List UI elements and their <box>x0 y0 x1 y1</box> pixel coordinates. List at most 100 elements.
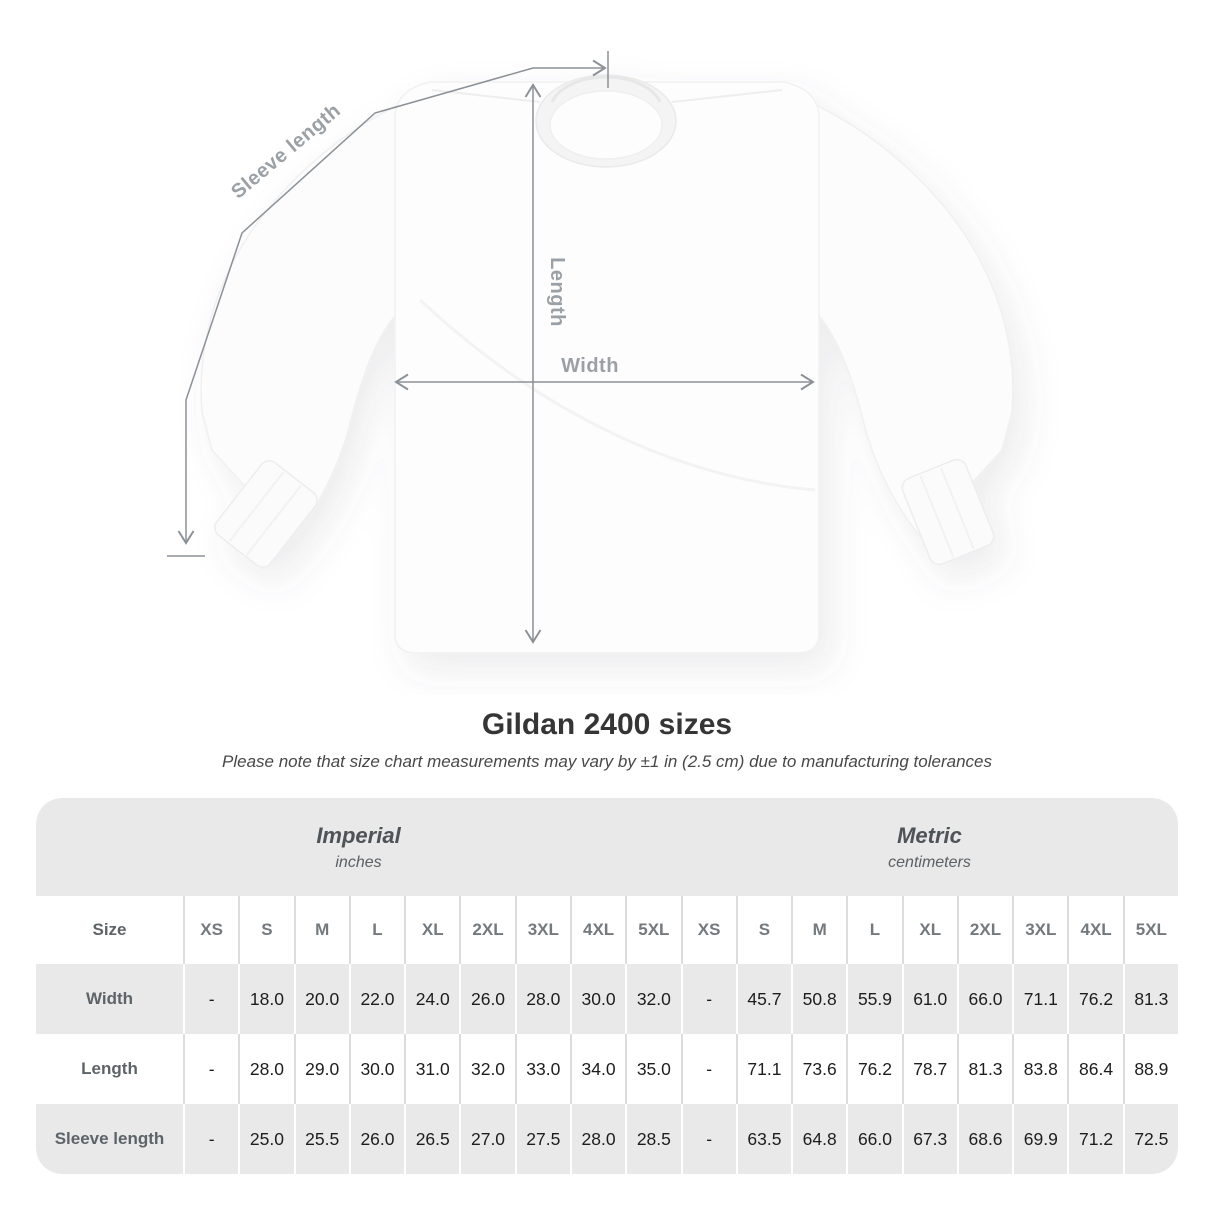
value-cell: 64.8 <box>791 1104 846 1174</box>
unit-group-band: Imperial inches Metric centimeters <box>36 798 1178 896</box>
value-cell: - <box>680 1034 736 1104</box>
size-header-cell: L <box>348 896 404 964</box>
size-header-cell: S <box>735 896 791 964</box>
value-cell: 66.0 <box>846 1104 901 1174</box>
value-cell: 45.7 <box>735 964 791 1034</box>
value-cell: 31.0 <box>404 1034 459 1104</box>
size-corner-label: Size <box>92 920 127 939</box>
size-header-cell: 2XL <box>956 896 1012 964</box>
length-row: Length - 28.0 29.0 30.0 31.0 32.0 33.0 3… <box>36 1034 1178 1104</box>
value-cell: 32.0 <box>459 1034 514 1104</box>
value-cell: 76.2 <box>846 1034 901 1104</box>
value-cell: 25.5 <box>293 1104 349 1174</box>
length-label: Length <box>546 257 568 327</box>
sleeve-length-row: Sleeve length - 25.0 25.5 26.0 26.5 27.0… <box>36 1104 1178 1174</box>
value-cell: 26.0 <box>348 1104 404 1174</box>
width-row: Width - 18.0 20.0 22.0 24.0 26.0 28.0 30… <box>36 964 1178 1034</box>
value-cell: 26.0 <box>459 964 514 1034</box>
size-header-cell: 2XL <box>459 896 514 964</box>
value-cell: 32.0 <box>625 964 680 1034</box>
value-cell: 66.0 <box>956 964 1012 1034</box>
size-header-cell: 5XL <box>1122 896 1178 964</box>
right-sleeve <box>789 92 1014 540</box>
dimension-lines <box>167 51 815 644</box>
value-cell: 28.0 <box>514 964 570 1034</box>
value-cell: 30.0 <box>348 1034 404 1104</box>
value-cell: 27.5 <box>514 1104 570 1174</box>
metric-label: Metric <box>897 822 962 848</box>
imperial-unit: inches <box>335 853 382 871</box>
value-cell: 81.3 <box>956 1034 1012 1104</box>
size-table: Imperial inches Metric centimeters Size … <box>36 798 1178 1174</box>
width-label: Width <box>561 355 619 377</box>
right-cuff <box>901 458 995 566</box>
value-cell: 73.6 <box>791 1034 846 1104</box>
value-cell: 33.0 <box>514 1034 570 1104</box>
value-cell: 78.7 <box>901 1034 957 1104</box>
sleeve-length-dimension-line <box>177 59 607 545</box>
value-cell: - <box>183 1104 238 1174</box>
metric-unit: centimeters <box>888 853 971 871</box>
value-cell: 50.8 <box>791 964 846 1034</box>
size-header-row: Size XS S M L XL 2XL 3XL 4XL 5XL XS S M … <box>36 896 1178 964</box>
value-cell: 28.0 <box>238 1034 293 1104</box>
value-cell: 61.0 <box>901 964 957 1034</box>
shirt-measurement-diagram: Sleeve length Length Width <box>167 51 1014 654</box>
value-cell: 67.3 <box>901 1104 957 1174</box>
size-header-cell: 3XL <box>1012 896 1067 964</box>
imperial-group-header: Imperial inches <box>36 798 681 896</box>
value-cell: 35.0 <box>625 1034 680 1104</box>
value-cell: 63.5 <box>735 1104 791 1174</box>
row-label: Width <box>85 989 134 1008</box>
size-header-cell: XL <box>901 896 957 964</box>
size-header-cell: M <box>293 896 349 964</box>
value-cell: 20.0 <box>293 964 349 1034</box>
value-cell: 71.2 <box>1067 1104 1122 1174</box>
value-cell: 88.9 <box>1122 1034 1178 1104</box>
collar <box>535 74 677 168</box>
value-cell: 29.0 <box>293 1034 349 1104</box>
value-cell: 30.0 <box>569 964 625 1034</box>
value-cell: - <box>183 964 238 1034</box>
value-cell: 26.5 <box>404 1104 459 1174</box>
size-header-cell: 5XL <box>625 896 680 964</box>
value-cell: - <box>680 964 736 1034</box>
value-cell: 68.6 <box>956 1104 1012 1174</box>
value-cell: 18.0 <box>238 964 293 1034</box>
shirt-diagram-svg: Sleeve length Length Width <box>167 51 1014 654</box>
value-cell: 24.0 <box>404 964 459 1034</box>
page-title: Gildan 2400 sizes <box>481 708 733 741</box>
value-cell: 28.5 <box>625 1104 680 1174</box>
size-header-cell: XL <box>404 896 459 964</box>
value-cell: 22.0 <box>348 964 404 1034</box>
value-cell: 34.0 <box>569 1034 625 1104</box>
value-cell: 71.1 <box>735 1034 791 1104</box>
size-header-cell: 4XL <box>1067 896 1122 964</box>
value-cell: 71.1 <box>1012 964 1067 1034</box>
value-cell: 28.0 <box>569 1104 625 1174</box>
size-header-cell: S <box>238 896 293 964</box>
imperial-label: Imperial <box>316 822 401 848</box>
row-label: Sleeve length <box>54 1129 165 1148</box>
value-cell: 27.0 <box>459 1104 514 1174</box>
size-header-cell: L <box>846 896 901 964</box>
row-label: Length <box>81 1059 138 1078</box>
tolerance-note: Please note that size chart measurements… <box>222 752 992 771</box>
size-header-cell: 3XL <box>514 896 570 964</box>
size-header-cell: XS <box>183 896 238 964</box>
value-cell: 81.3 <box>1122 964 1178 1034</box>
metric-group-header: Metric centimeters <box>681 798 1178 896</box>
size-header-cell: 4XL <box>569 896 625 964</box>
value-cell: 86.4 <box>1067 1034 1122 1104</box>
value-cell: 55.9 <box>846 964 901 1034</box>
size-header-cell: XS <box>680 896 736 964</box>
value-cell: 76.2 <box>1067 964 1122 1034</box>
left-sleeve <box>200 92 425 540</box>
value-cell: 72.5 <box>1122 1104 1178 1174</box>
value-cell: 25.0 <box>238 1104 293 1174</box>
value-cell: - <box>680 1104 736 1174</box>
value-cell: 83.8 <box>1012 1034 1067 1104</box>
value-cell: 69.9 <box>1012 1104 1067 1174</box>
size-header-cell: M <box>791 896 846 964</box>
value-cell: - <box>183 1034 238 1104</box>
